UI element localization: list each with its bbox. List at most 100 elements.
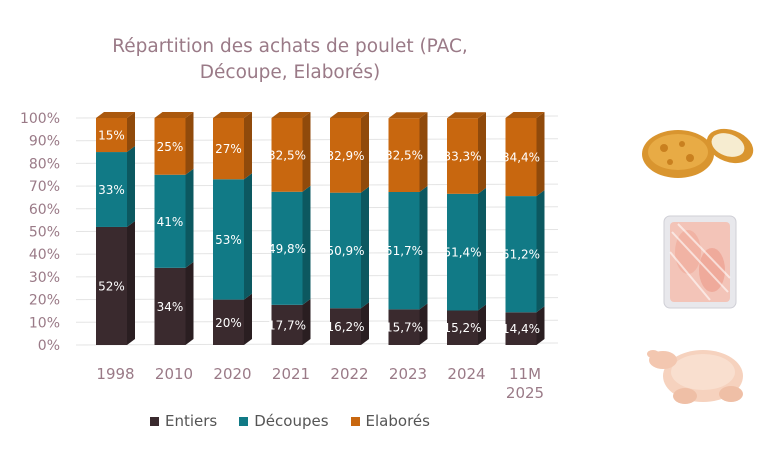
- legend-item-elaborés: Elaborés: [350, 412, 430, 430]
- data-label: 32,5%: [385, 149, 423, 163]
- y-tick-label: 80%: [29, 156, 60, 172]
- data-label: 32,5%: [268, 148, 306, 162]
- bar-side-elaborés: [185, 112, 194, 175]
- data-label: 15,7%: [385, 321, 423, 335]
- y-tick-label: 40%: [29, 247, 60, 263]
- x-tick-label: 11M: [509, 365, 541, 383]
- gridline: [75, 342, 559, 346]
- bar-top-face: [96, 112, 135, 118]
- y-tick-label: 0%: [38, 338, 60, 354]
- y-tick-label: 50%: [29, 225, 60, 241]
- bar-segment-découpes: [271, 191, 303, 305]
- chart-title: Répartition des achats de poulet (PAC, D…: [40, 34, 540, 86]
- data-label: 15,2%: [443, 321, 481, 335]
- bar-segment-découpes: [154, 174, 186, 268]
- data-label: 34,4%: [502, 151, 540, 165]
- bar-side-entiers: [419, 303, 428, 345]
- x-tick-label: 2010: [155, 365, 193, 383]
- data-label: 51,4%: [443, 246, 481, 260]
- bar-segment-elaborés: [388, 118, 420, 193]
- bar-segment-entiers: [213, 299, 244, 345]
- nuggets-illustration: [642, 128, 754, 178]
- chart-title-line-1: Répartition des achats de poulet (PAC,: [112, 36, 468, 57]
- bar-top-face: [447, 112, 486, 119]
- bar-segment-entiers: [271, 304, 303, 345]
- bar-top-face: [505, 112, 545, 118]
- data-label: 53%: [215, 233, 242, 247]
- data-label: 14,4%: [502, 322, 540, 336]
- x-tick-label: 2023: [389, 365, 427, 383]
- bar-segment-découpes: [505, 196, 537, 313]
- bar-side-elaborés: [419, 112, 428, 193]
- legend-item-découpes: Découpes: [239, 412, 329, 430]
- bar-side-entiers: [244, 293, 252, 345]
- whole-chicken-illustration: [647, 350, 743, 404]
- legend-label: Découpes: [254, 412, 329, 430]
- chart-title-line-2: Découpe, Elaborés): [199, 62, 381, 83]
- x-tick-label: 1998: [96, 365, 134, 383]
- bar-side-elaborés: [536, 112, 545, 197]
- bar-segment-elaborés: [154, 118, 186, 175]
- bar-side-elaborés: [244, 112, 252, 180]
- bar-side-elaborés: [127, 112, 135, 153]
- legend-item-entiers: Entiers: [150, 412, 217, 430]
- bar-top-face: [330, 112, 369, 118]
- data-label: 51,2%: [502, 248, 540, 262]
- bar-segment-entiers: [96, 226, 127, 345]
- bar-segment-découpes: [388, 192, 420, 310]
- bar-side-découpes: [419, 186, 428, 310]
- bar-side-entiers: [478, 304, 486, 345]
- chart-legend: Entiers Découpes Elaborés: [150, 412, 430, 430]
- bar-segment-découpes: [447, 193, 478, 311]
- bar-segment-elaborés: [96, 118, 127, 153]
- bar-segment-entiers: [388, 309, 420, 345]
- y-tick-label: 90%: [29, 134, 60, 150]
- bar-side-découpes: [361, 186, 369, 309]
- legend-label: Elaborés: [365, 412, 430, 430]
- bar-segment-entiers: [447, 310, 478, 345]
- y-tick-label: 20%: [29, 293, 60, 309]
- bar-side-entiers: [302, 298, 311, 345]
- bar-side-entiers: [127, 220, 135, 345]
- bar-segment-elaborés: [271, 118, 303, 192]
- y-tick-label: 60%: [29, 202, 60, 218]
- bar-top-face: [213, 112, 252, 118]
- data-label: 16,2%: [326, 320, 364, 334]
- x-tick-label: 2025: [506, 384, 544, 402]
- bar-side-découpes: [536, 190, 545, 313]
- bar-segment-elaborés: [330, 118, 361, 193]
- bar-segment-entiers: [330, 308, 361, 345]
- x-tick-label: 2024: [447, 365, 485, 383]
- bar-segment-découpes: [96, 152, 127, 227]
- bar-segment-entiers: [505, 312, 537, 345]
- data-label: 50,9%: [326, 244, 364, 258]
- data-label: 49,8%: [268, 242, 306, 256]
- bar-segment-découpes: [330, 192, 361, 309]
- bar-segment-elaborés: [213, 118, 244, 180]
- data-label: 32,9%: [326, 149, 364, 163]
- x-tick-label: 2020: [213, 365, 251, 383]
- data-label: 34%: [157, 300, 184, 314]
- chicken-pack-illustration: [663, 215, 737, 309]
- y-tick-label: 100%: [20, 111, 60, 127]
- bar-side-elaborés: [361, 112, 369, 193]
- data-label: 17,7%: [268, 318, 306, 332]
- bar-side-découpes: [185, 168, 194, 268]
- data-label: 33,3%: [443, 150, 481, 164]
- bar-side-entiers: [361, 302, 369, 345]
- data-label: 51,7%: [385, 244, 423, 258]
- data-label: 20%: [215, 316, 242, 330]
- data-label: 33%: [98, 183, 125, 197]
- legend-swatch: [239, 416, 249, 426]
- bar-segment-elaborés: [505, 118, 537, 197]
- data-label: 27%: [215, 142, 242, 156]
- bar-top-face: [271, 112, 311, 118]
- bar-side-découpes: [244, 173, 252, 300]
- bar-segment-elaborés: [447, 118, 478, 194]
- bar-side-découpes: [478, 187, 486, 311]
- y-tick-label: 10%: [29, 315, 60, 331]
- data-label: 52%: [98, 279, 125, 293]
- x-tick-label: 2022: [330, 365, 368, 383]
- data-label: 41%: [157, 215, 184, 229]
- bar-top-face: [154, 112, 194, 118]
